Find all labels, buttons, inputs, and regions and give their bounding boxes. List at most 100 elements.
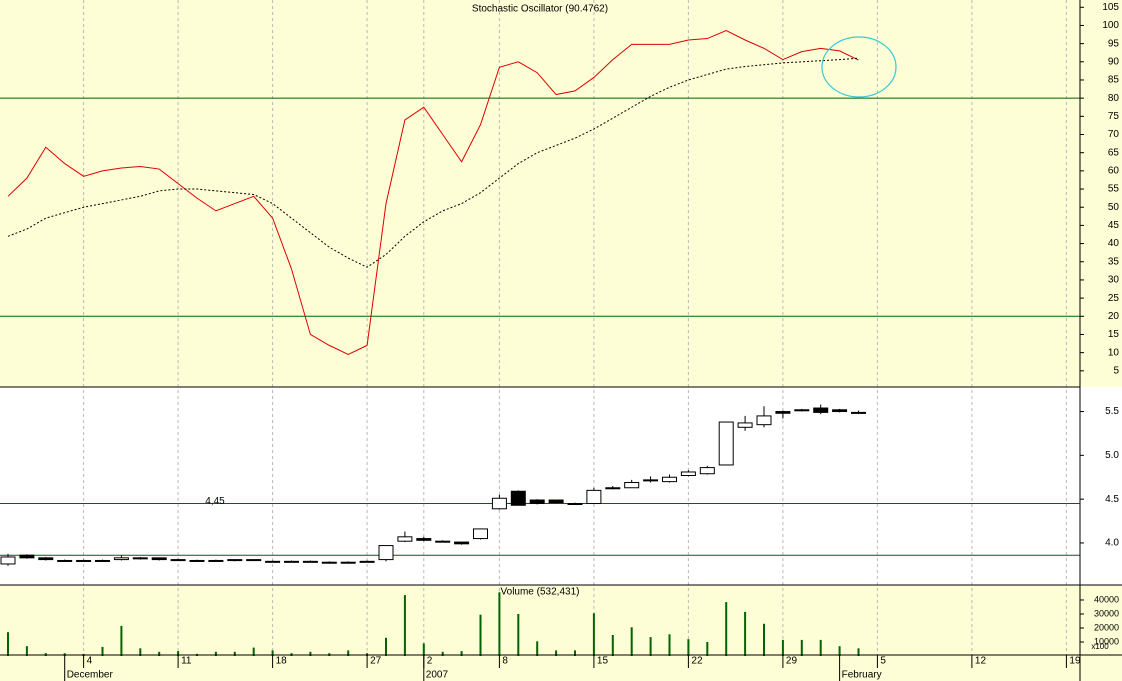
- volume-bar: [555, 650, 558, 656]
- candle-body: [132, 557, 148, 560]
- panel-background: [0, 387, 1122, 585]
- candle-body: [737, 422, 753, 428]
- volume-bar: [158, 651, 161, 656]
- volume-bar: [479, 614, 482, 656]
- candle-body: [38, 557, 54, 561]
- volume-bar: [403, 595, 406, 656]
- x-tick-label: 27: [370, 656, 382, 667]
- volume-bar: [630, 627, 633, 656]
- candle-body: [605, 487, 621, 490]
- x-tick-label: 11: [181, 656, 192, 667]
- y-tick-label: 40: [1108, 238, 1120, 249]
- x-axis-background: [0, 655, 1122, 681]
- reference-label: 4,45: [205, 496, 225, 507]
- candle-body: [208, 559, 224, 562]
- candle-body: [680, 471, 696, 476]
- volume-bar: [309, 651, 312, 656]
- volume-bar: [139, 648, 142, 656]
- candle-body: [794, 409, 810, 412]
- y-tick-label: 100: [1102, 20, 1119, 31]
- y-tick-label: 45: [1108, 220, 1120, 231]
- volume-bar: [668, 634, 671, 656]
- candle-body: [19, 554, 35, 559]
- candle-body: [189, 559, 205, 562]
- y-tick-label: 20: [1108, 311, 1120, 322]
- volume-bar: [687, 639, 690, 656]
- x-tick-label: 5: [880, 656, 886, 667]
- candle-body: [699, 467, 715, 475]
- y-tick-label: 4.0: [1105, 538, 1119, 549]
- axis-unit: x100: [1091, 642, 1109, 651]
- candle-body: [95, 559, 110, 562]
- y-tick-label: 85: [1108, 75, 1120, 86]
- y-tick-label: 90: [1108, 56, 1120, 67]
- y-tick-label: 4.5: [1105, 494, 1119, 505]
- y-tick-label: 30: [1108, 275, 1120, 286]
- line-series: [7, 57, 859, 268]
- candle-body: [756, 415, 772, 426]
- volume-bar: [763, 623, 765, 656]
- volume-bar: [120, 625, 123, 656]
- volume-bar: [214, 651, 217, 656]
- panel-title: Volume (532,431): [501, 587, 580, 598]
- panel-background: [0, 0, 1122, 387]
- candle-body: [170, 559, 186, 562]
- y-tick-label: 55: [1108, 184, 1120, 195]
- volume-bar: [7, 632, 9, 656]
- y-tick-label: 30000: [1094, 608, 1119, 618]
- highlight-circle: [821, 36, 897, 98]
- y-tick-label: 80: [1108, 93, 1120, 104]
- candle-body: [378, 545, 394, 561]
- y-tick-label: 60: [1108, 166, 1120, 177]
- candle-body: [0, 556, 16, 565]
- y-tick-label: 35: [1108, 256, 1120, 267]
- volume-bar: [271, 650, 274, 656]
- candle-body: [473, 528, 488, 540]
- volume-bar: [857, 648, 860, 656]
- month-label: 2007: [426, 670, 449, 681]
- candle-body: [302, 560, 318, 563]
- y-tick-label: 10: [1108, 347, 1120, 358]
- volume-bar: [233, 651, 236, 656]
- volume-bar: [422, 643, 425, 656]
- y-tick-label: 10000: [1094, 636, 1119, 646]
- x-tick-label: 22: [691, 656, 703, 667]
- volume-bar: [574, 650, 576, 656]
- volume-bar: [460, 651, 463, 656]
- month-label: February: [842, 670, 882, 681]
- month-label: December: [67, 670, 114, 681]
- candle-body: [586, 489, 602, 505]
- volume-bar: [800, 639, 803, 656]
- candle-body: [775, 411, 791, 414]
- volume-bar: [838, 646, 841, 656]
- volume-bar: [101, 646, 104, 656]
- x-tick-label: 8: [502, 656, 508, 667]
- candle-body: [76, 559, 92, 562]
- candle-body: [832, 409, 848, 413]
- x-tick-label: 4: [87, 656, 93, 667]
- y-tick-label: 65: [1108, 147, 1120, 158]
- candle-body: [529, 499, 545, 505]
- candle-body: [416, 538, 432, 541]
- line-series: [7, 29, 859, 356]
- x-tick-label: 18: [276, 656, 288, 667]
- y-tick-label: 50: [1108, 202, 1120, 213]
- volume-bar: [498, 592, 501, 656]
- candle-body: [454, 541, 470, 545]
- volume-bar: [536, 641, 539, 656]
- candle-body: [813, 407, 829, 413]
- candle-body: [567, 503, 583, 506]
- volume-bar: [347, 650, 350, 656]
- y-tick-label: 5.5: [1105, 406, 1119, 417]
- candle-body: [718, 421, 734, 466]
- candle-body: [851, 411, 866, 414]
- candle-body: [246, 559, 262, 562]
- candle-body: [548, 499, 564, 504]
- y-tick-label: 75: [1108, 111, 1120, 122]
- volume-bar: [725, 602, 728, 656]
- volume-bar: [441, 651, 444, 656]
- volume-bar: [611, 634, 614, 656]
- candle-body: [151, 557, 167, 561]
